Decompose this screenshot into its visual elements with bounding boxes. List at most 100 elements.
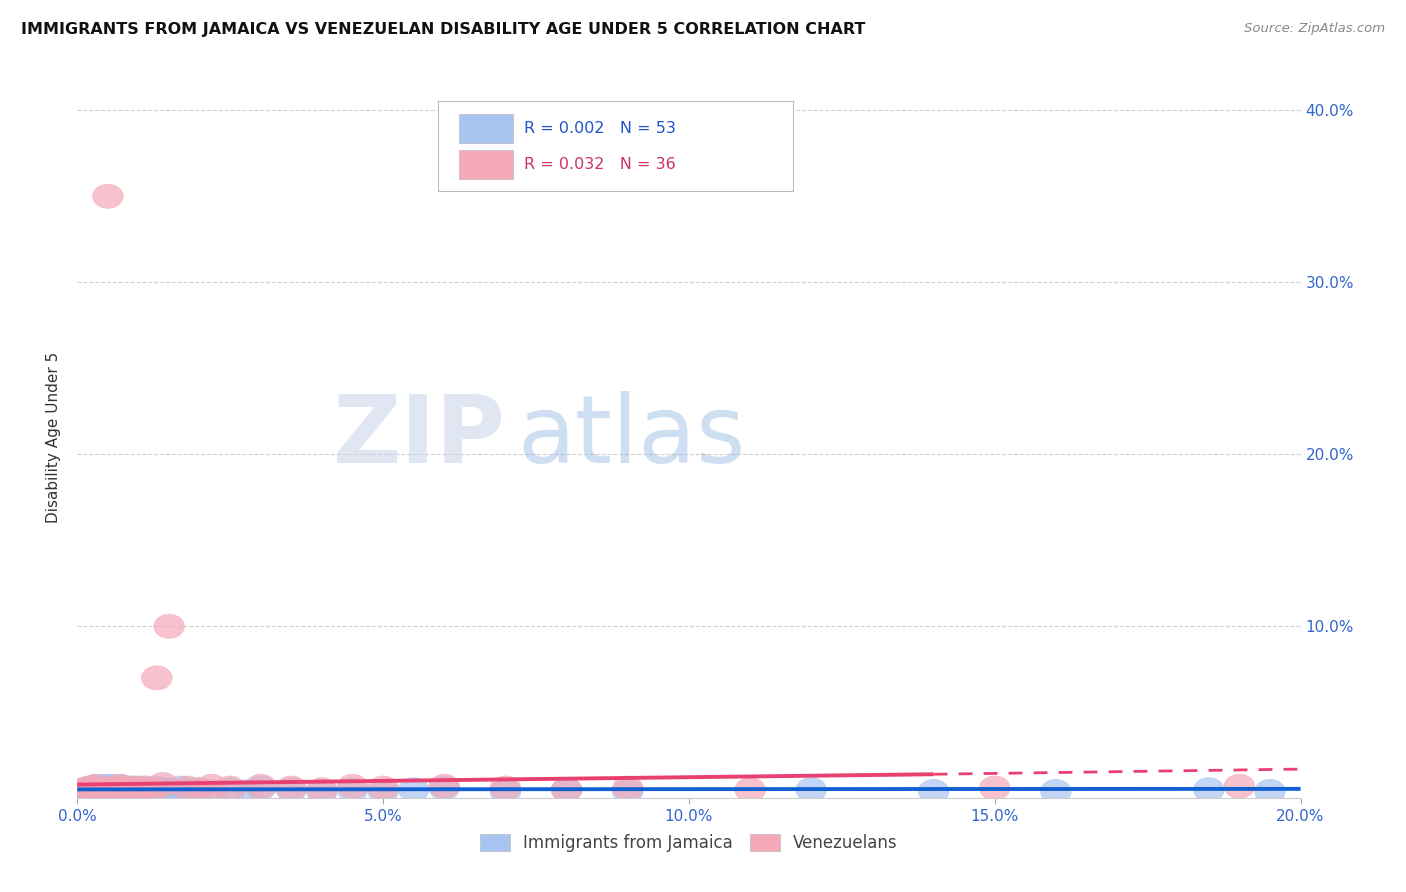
Ellipse shape — [111, 780, 142, 804]
Ellipse shape — [215, 778, 246, 802]
Ellipse shape — [307, 778, 337, 802]
Ellipse shape — [491, 776, 520, 800]
Ellipse shape — [246, 776, 276, 800]
Ellipse shape — [75, 776, 105, 800]
Ellipse shape — [98, 776, 129, 800]
Ellipse shape — [87, 781, 117, 805]
Text: IMMIGRANTS FROM JAMAICA VS VENEZUELAN DISABILITY AGE UNDER 5 CORRELATION CHART: IMMIGRANTS FROM JAMAICA VS VENEZUELAN DI… — [21, 22, 866, 37]
Ellipse shape — [117, 776, 148, 800]
Ellipse shape — [172, 776, 202, 800]
Ellipse shape — [918, 780, 949, 804]
Ellipse shape — [93, 774, 124, 798]
Legend: Immigrants from Jamaica, Venezuelans: Immigrants from Jamaica, Venezuelans — [474, 827, 904, 859]
Ellipse shape — [67, 778, 98, 802]
Ellipse shape — [148, 780, 179, 804]
Ellipse shape — [142, 665, 172, 690]
Ellipse shape — [124, 776, 153, 800]
Ellipse shape — [105, 778, 135, 802]
Ellipse shape — [368, 780, 398, 804]
Ellipse shape — [75, 780, 105, 804]
Ellipse shape — [148, 772, 179, 797]
Ellipse shape — [1040, 780, 1071, 804]
Ellipse shape — [172, 780, 202, 804]
Ellipse shape — [491, 780, 520, 804]
Ellipse shape — [105, 780, 135, 804]
FancyBboxPatch shape — [458, 114, 513, 143]
Ellipse shape — [1254, 780, 1285, 804]
Ellipse shape — [613, 780, 643, 804]
Ellipse shape — [80, 774, 111, 798]
Ellipse shape — [98, 778, 129, 802]
Ellipse shape — [93, 780, 124, 804]
Ellipse shape — [111, 776, 142, 800]
Ellipse shape — [276, 776, 307, 800]
Ellipse shape — [368, 776, 398, 800]
Ellipse shape — [1225, 774, 1254, 798]
Ellipse shape — [246, 774, 276, 798]
Ellipse shape — [93, 185, 124, 209]
Text: ZIP: ZIP — [333, 391, 506, 483]
Ellipse shape — [337, 778, 368, 802]
Ellipse shape — [80, 774, 111, 798]
Text: Source: ZipAtlas.com: Source: ZipAtlas.com — [1244, 22, 1385, 36]
Ellipse shape — [105, 778, 135, 802]
Ellipse shape — [398, 778, 429, 802]
Ellipse shape — [111, 780, 142, 804]
FancyBboxPatch shape — [439, 101, 793, 192]
Ellipse shape — [184, 778, 215, 802]
Ellipse shape — [980, 776, 1010, 800]
Ellipse shape — [93, 781, 124, 805]
Ellipse shape — [184, 778, 215, 802]
Ellipse shape — [124, 780, 153, 804]
Ellipse shape — [142, 776, 172, 800]
Ellipse shape — [276, 778, 307, 802]
Ellipse shape — [215, 776, 246, 800]
Ellipse shape — [551, 778, 582, 802]
Ellipse shape — [153, 615, 184, 639]
Ellipse shape — [87, 774, 117, 798]
Ellipse shape — [117, 780, 148, 804]
Ellipse shape — [87, 778, 117, 802]
Ellipse shape — [551, 778, 582, 802]
Ellipse shape — [93, 780, 124, 804]
Ellipse shape — [135, 778, 166, 802]
Ellipse shape — [1194, 778, 1225, 802]
Ellipse shape — [105, 774, 135, 798]
Ellipse shape — [67, 778, 98, 802]
Ellipse shape — [129, 780, 160, 804]
Ellipse shape — [197, 780, 228, 804]
Ellipse shape — [153, 778, 184, 802]
Ellipse shape — [129, 776, 160, 800]
Ellipse shape — [735, 778, 765, 802]
Ellipse shape — [166, 776, 197, 800]
Ellipse shape — [613, 776, 643, 800]
Text: R = 0.032   N = 36: R = 0.032 N = 36 — [524, 157, 675, 172]
Ellipse shape — [429, 776, 460, 800]
Ellipse shape — [80, 780, 111, 804]
Ellipse shape — [93, 776, 124, 800]
FancyBboxPatch shape — [458, 150, 513, 179]
Ellipse shape — [337, 774, 368, 798]
Text: R = 0.002   N = 53: R = 0.002 N = 53 — [524, 121, 676, 136]
Ellipse shape — [307, 780, 337, 804]
Ellipse shape — [429, 774, 460, 798]
Ellipse shape — [111, 776, 142, 800]
Ellipse shape — [98, 774, 129, 798]
Ellipse shape — [233, 780, 264, 804]
Ellipse shape — [117, 776, 148, 800]
Text: atlas: atlas — [517, 391, 747, 483]
Ellipse shape — [135, 778, 166, 802]
Ellipse shape — [796, 778, 827, 802]
Ellipse shape — [111, 778, 142, 802]
Y-axis label: Disability Age Under 5: Disability Age Under 5 — [46, 351, 62, 523]
Ellipse shape — [80, 780, 111, 804]
Ellipse shape — [87, 778, 117, 802]
Ellipse shape — [98, 781, 129, 805]
Ellipse shape — [117, 778, 148, 802]
Ellipse shape — [124, 778, 153, 802]
Ellipse shape — [75, 776, 105, 800]
Ellipse shape — [105, 774, 135, 798]
Ellipse shape — [129, 776, 160, 800]
Ellipse shape — [98, 776, 129, 800]
Ellipse shape — [197, 774, 228, 798]
